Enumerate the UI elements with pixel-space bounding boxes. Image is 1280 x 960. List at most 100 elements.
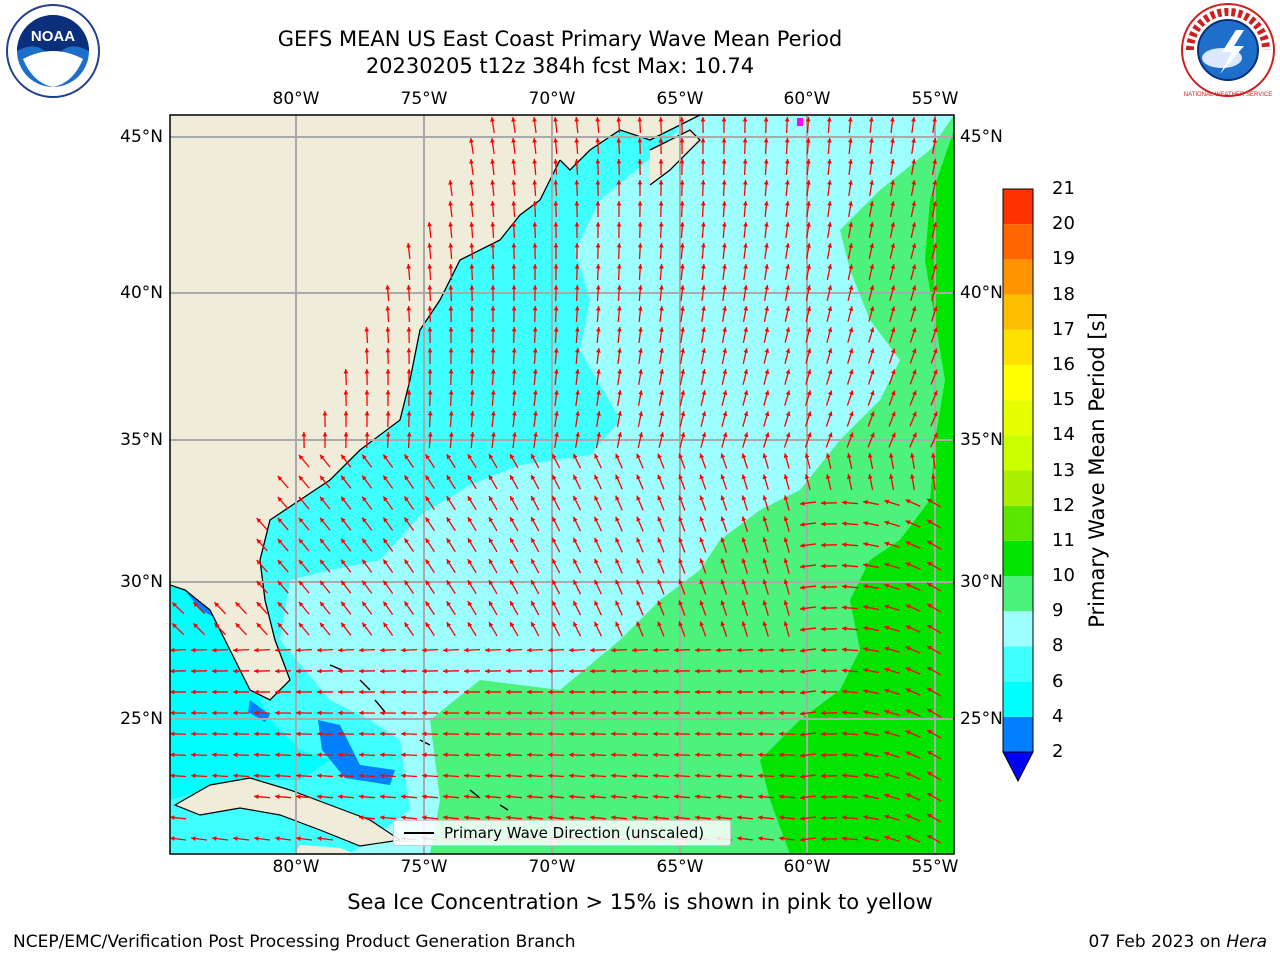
wave-arrowhead — [317, 647, 322, 653]
wave-arrowhead — [884, 583, 890, 589]
wave-arrowhead — [932, 264, 938, 270]
wave-arrowhead — [678, 558, 683, 564]
wave-arrowhead — [826, 117, 832, 122]
wave-arrowhead — [695, 773, 700, 779]
wave-arrowhead — [785, 285, 791, 290]
wave-arrowhead — [170, 752, 175, 758]
wave-arrowhead — [553, 117, 558, 122]
colorbar-cell — [1003, 681, 1033, 717]
wave-arrowhead — [233, 836, 238, 841]
wave-arrowhead — [422, 752, 427, 758]
wave-arrowhead — [722, 369, 728, 375]
wave-arrowhead — [800, 837, 805, 842]
wave-arrowhead — [636, 537, 641, 543]
wave-arrowhead — [254, 668, 259, 674]
wave-arrowhead — [422, 647, 427, 653]
wave-arrowhead — [653, 668, 658, 674]
wave-arrowhead — [720, 474, 726, 480]
wave-arrowhead — [884, 625, 890, 631]
wave-arrowhead — [464, 752, 469, 758]
wave-arrowhead — [380, 752, 385, 758]
wave-arrowhead — [636, 516, 641, 522]
wave-arrowhead — [721, 138, 727, 143]
wave-arrowhead — [611, 794, 616, 800]
wave-arrowhead — [383, 517, 388, 523]
wave-arrowhead — [301, 432, 307, 437]
wave-arrowhead — [800, 795, 805, 800]
wave-arrowhead — [891, 390, 896, 396]
wave-arrowhead — [695, 794, 700, 800]
caption: Sea Ice Concentration > 15% is shown in … — [347, 890, 933, 914]
wave-arrowhead — [490, 117, 495, 122]
wave-arrowhead — [764, 432, 770, 438]
wave-arrowhead — [404, 538, 409, 544]
wave-arrowhead — [678, 516, 683, 522]
wave-arrowhead — [825, 453, 831, 459]
wave-arrowhead — [653, 710, 658, 716]
wave-arrowhead — [574, 306, 580, 311]
wave-arrowhead — [869, 180, 874, 185]
wave-arrowhead — [716, 794, 721, 800]
wave-arrowhead — [931, 474, 936, 479]
colorbar-cell — [1003, 540, 1033, 577]
colorbar-tick-label: 2 — [1052, 741, 1064, 762]
wave-arrowhead — [779, 836, 784, 841]
wave-arrowhead — [927, 834, 933, 840]
wave-arrowhead — [911, 327, 917, 333]
wave-arrowhead — [548, 752, 553, 758]
wave-arrowhead — [256, 560, 262, 565]
wave-arrowhead — [804, 453, 810, 459]
wave-arrowhead — [527, 647, 532, 653]
wave-arrowhead — [636, 453, 641, 459]
wave-arrowhead — [341, 517, 346, 523]
wave-arrowhead — [821, 710, 826, 716]
wave-arrowhead — [485, 752, 490, 758]
wave-arrowhead — [884, 814, 890, 820]
wave-arrowhead — [364, 327, 370, 332]
wave-arrowhead — [191, 752, 196, 758]
wave-arrowhead — [737, 710, 742, 716]
wave-arrowhead — [827, 243, 833, 248]
wave-arrowhead — [341, 559, 346, 565]
wave-arrowhead — [890, 117, 895, 122]
wave-arrowhead — [737, 752, 742, 758]
wave-arrowhead — [679, 243, 685, 248]
wave-arrowhead — [737, 815, 742, 821]
wave-arrowhead — [254, 752, 259, 758]
wave-arrowhead — [758, 836, 763, 841]
wave-arrowhead — [469, 243, 475, 248]
wave-arrowhead — [905, 730, 911, 735]
wave-arrowhead — [527, 689, 532, 695]
wave-arrowhead — [596, 411, 601, 416]
wave-arrowhead — [863, 709, 868, 715]
wave-arrowhead — [737, 836, 742, 841]
wave-arrowhead — [490, 201, 496, 206]
wave-arrowhead — [779, 752, 784, 758]
wave-arrowhead — [653, 731, 658, 737]
wave-arrowhead — [448, 201, 453, 206]
wave-arrowhead — [531, 453, 536, 459]
wave-arrowhead — [779, 668, 784, 674]
wave-arrowhead — [720, 516, 726, 522]
wave-arrowhead — [406, 411, 412, 416]
lat-label-left-30n: 30°N — [120, 572, 163, 592]
wave-arrowhead — [932, 222, 938, 228]
wave-arrowhead — [383, 496, 388, 502]
wave-arrowhead — [616, 243, 622, 248]
wave-arrowhead — [254, 647, 259, 653]
wave-arrowhead — [890, 243, 896, 249]
wave-arrowhead — [595, 327, 601, 332]
wave-arrowhead — [485, 710, 490, 716]
wave-arrowhead — [674, 773, 679, 779]
colorbar-tick-label: 11 — [1052, 529, 1075, 551]
wave-arrowhead — [383, 475, 388, 481]
wave-arrowhead — [298, 496, 304, 502]
wave-arrowhead — [552, 600, 557, 606]
wave-arrowhead — [764, 222, 769, 227]
wave-arrowhead — [531, 516, 536, 522]
wave-arrowhead — [827, 285, 833, 291]
wave-arrowhead — [617, 369, 622, 374]
wave-arrowhead — [890, 222, 896, 227]
wave-arrowhead — [170, 668, 175, 674]
wave-arrowhead — [531, 558, 536, 564]
